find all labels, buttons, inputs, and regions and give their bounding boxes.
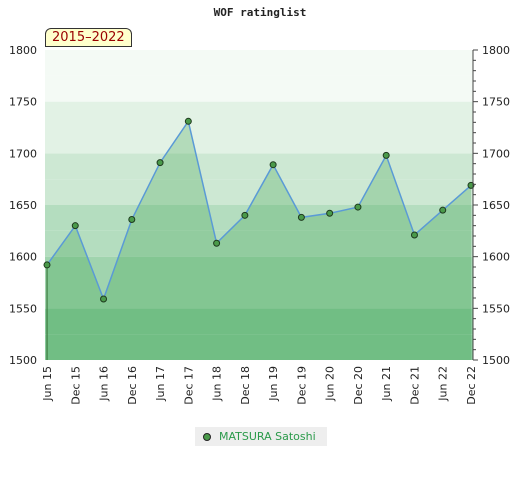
data-point bbox=[43, 261, 51, 269]
x-tick-label: Jun 15 bbox=[41, 366, 54, 402]
x-tick-label: Dec 19 bbox=[295, 366, 308, 405]
x-tick-label: Jun 18 bbox=[211, 366, 224, 402]
background-band bbox=[45, 75, 473, 102]
y-tick-label-left: 1500 bbox=[9, 354, 37, 367]
chart-title: WOF ratinglist bbox=[213, 6, 307, 19]
background-band bbox=[45, 50, 473, 76]
legend-label: MATSURA Satoshi bbox=[219, 430, 316, 443]
x-tick-label: Jun 19 bbox=[267, 366, 280, 402]
period-badge: 2015–2022 bbox=[45, 28, 132, 47]
y-tick-label-left: 1800 bbox=[9, 44, 37, 57]
data-point bbox=[184, 117, 192, 125]
background-band bbox=[45, 282, 473, 309]
data-point bbox=[354, 203, 362, 211]
data-point bbox=[410, 231, 418, 239]
x-tick-label: Jun 22 bbox=[437, 366, 450, 402]
x-tick-label: Dec 18 bbox=[239, 366, 252, 405]
y-tick-label-left: 1700 bbox=[9, 147, 37, 160]
background-band bbox=[45, 308, 473, 335]
y-tick-label-right: 1650 bbox=[482, 199, 510, 212]
x-tick-label: Dec 21 bbox=[408, 366, 421, 405]
x-tick-label: Jun 16 bbox=[98, 366, 111, 402]
x-tick-label: Jun 20 bbox=[324, 366, 337, 402]
data-point bbox=[213, 239, 221, 247]
y-tick-label-right: 1550 bbox=[482, 302, 510, 315]
y-tick-label-left: 1600 bbox=[9, 251, 37, 264]
background-band bbox=[45, 205, 473, 231]
background-band bbox=[45, 153, 473, 180]
y-tick-label-left: 1550 bbox=[9, 302, 37, 315]
y-tick-label-left: 1750 bbox=[9, 96, 37, 109]
y-tick-label-right: 1800 bbox=[482, 44, 510, 57]
background-band bbox=[45, 334, 473, 360]
data-point bbox=[439, 206, 447, 214]
background-band bbox=[45, 230, 473, 257]
data-point bbox=[100, 295, 108, 303]
background-band bbox=[45, 127, 473, 154]
y-tick-label-right: 1500 bbox=[482, 354, 510, 367]
y-tick-label-right: 1750 bbox=[482, 96, 510, 109]
x-tick-label: Dec 17 bbox=[182, 366, 195, 405]
data-point bbox=[326, 209, 334, 217]
x-tick-label: Dec 16 bbox=[126, 366, 139, 405]
x-tick-label: Dec 22 bbox=[465, 366, 478, 405]
data-point bbox=[382, 151, 390, 159]
x-tick-label: Dec 20 bbox=[352, 366, 365, 405]
x-tick-label: Dec 15 bbox=[69, 366, 82, 405]
background-band bbox=[45, 101, 473, 128]
data-point bbox=[156, 159, 164, 167]
data-point bbox=[297, 213, 305, 221]
data-point bbox=[241, 211, 249, 219]
series-area bbox=[47, 121, 471, 360]
x-tick-label: Jun 17 bbox=[154, 366, 167, 402]
data-point bbox=[269, 161, 277, 169]
x-tick-label: Jun 21 bbox=[380, 366, 393, 402]
y-tick-label-left: 1650 bbox=[9, 199, 37, 212]
legend-marker bbox=[203, 432, 211, 441]
data-point bbox=[71, 222, 79, 230]
y-tick-label-right: 1600 bbox=[482, 251, 510, 264]
y-tick-label-right: 1700 bbox=[482, 147, 510, 160]
legend[interactable]: MATSURA Satoshi bbox=[195, 427, 327, 446]
data-point bbox=[128, 215, 136, 223]
series-line bbox=[46, 119, 472, 302]
